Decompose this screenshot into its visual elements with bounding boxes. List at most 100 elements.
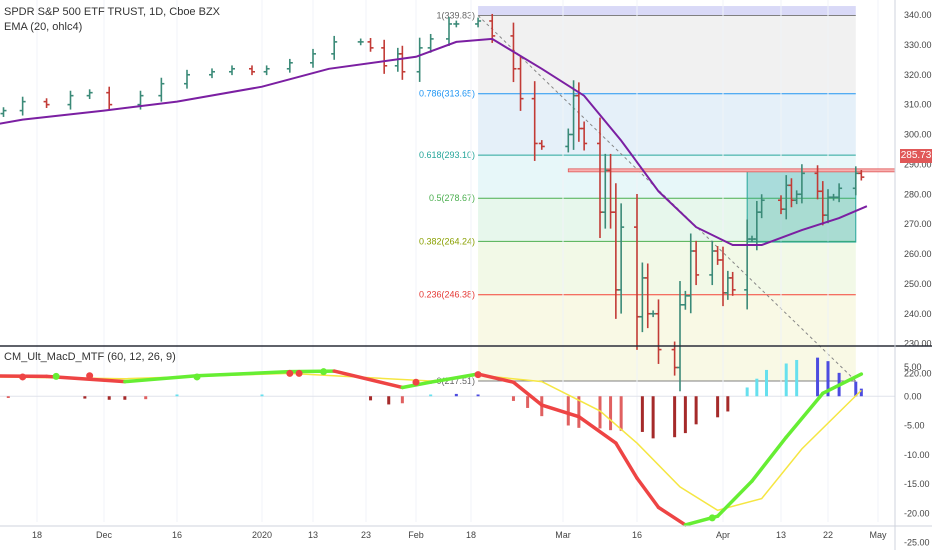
histogram-bar: [123, 396, 127, 400]
histogram-bar: [566, 396, 570, 426]
ohlc-bar: [43, 98, 50, 108]
price-tick-label: 240.00: [904, 309, 932, 319]
macd-line-segment: [577, 414, 618, 445]
date-tick-label: 13: [776, 530, 786, 540]
price-tick-label: 280.00: [904, 189, 932, 199]
histogram-bar: [429, 394, 433, 397]
ohlc-bar: [693, 240, 700, 286]
ohlc-bar: [229, 65, 235, 76]
macd-tick-label: 5.00: [904, 362, 922, 372]
histogram-bar: [854, 381, 858, 397]
ohlc-bar: [357, 38, 364, 46]
ohlc-bar: [538, 140, 545, 150]
ohlc-bar: [798, 164, 805, 204]
price-tick-label: 290.00: [904, 159, 932, 169]
fib-level-label: 0(217.51): [437, 376, 476, 386]
ohlc-bar: [517, 56, 524, 111]
macd-line-segment: [715, 479, 754, 518]
date-tick-label: 18: [32, 530, 42, 540]
crossover-dot: [708, 514, 716, 522]
ohlc-bar: [531, 81, 538, 161]
price-tick-label: 340.00: [904, 10, 932, 20]
crossover-dot: [412, 378, 420, 386]
date-tick-label: 23: [361, 530, 371, 540]
price-tick-label: 250.00: [904, 279, 932, 289]
date-tick-label: 22: [823, 530, 833, 540]
ohlc-bar: [852, 166, 859, 196]
histogram-bar: [683, 396, 687, 434]
macd-tick-label: -20.00: [904, 508, 930, 518]
date-tick-label: 13: [308, 530, 318, 540]
fib-band: [478, 155, 856, 199]
ohlc-bar: [106, 86, 113, 111]
histogram-bar: [726, 396, 730, 412]
ohlc-bar: [263, 65, 270, 76]
histogram-bar: [651, 396, 655, 439]
histogram-bar: [577, 396, 581, 428]
ohlc-bar: [446, 16, 452, 46]
date-tick-label: Feb: [408, 530, 424, 540]
fib-level-label: 0.618(293.10): [419, 150, 475, 160]
histogram-bar: [175, 394, 179, 397]
fib-band: [478, 294, 856, 381]
histogram-bar: [640, 396, 644, 432]
histogram-bar: [755, 378, 759, 397]
ohlc-bar: [475, 17, 482, 28]
price-tick-label: 330.00: [904, 40, 932, 50]
histogram-bar: [816, 357, 820, 397]
macd-legend: CM_Ult_MacD_MTF (60, 12, 26, 9): [4, 351, 176, 363]
resistance-line: [567, 168, 896, 173]
price-tick-label: 300.00: [904, 130, 932, 140]
price-tick-label: 320.00: [904, 70, 932, 80]
ema-polyline: [0, 37, 868, 246]
macd-line-segment: [784, 391, 825, 439]
histogram-bar: [476, 394, 480, 397]
price-grid: [36, 0, 879, 522]
macd-line-segment: [635, 476, 661, 510]
ohlc-bar: [184, 69, 190, 89]
date-tick-label: 16: [172, 530, 182, 540]
histogram-bar: [526, 396, 530, 408]
price-tick-label: 310.00: [904, 100, 932, 110]
ohlc-bar: [836, 183, 843, 203]
macd-tick-label: -25.00: [904, 538, 930, 548]
ohlc-bar: [416, 37, 423, 82]
crossover-dot: [19, 373, 27, 381]
fib-level-label: 0.236(246.38): [419, 290, 475, 300]
histogram-bar: [765, 369, 768, 397]
fib-band: [478, 241, 856, 295]
crossover-dot: [52, 372, 60, 380]
ohlc-bar: [86, 89, 93, 100]
macd-line-segment: [821, 372, 864, 396]
ema-legend: EMA (20, ohlc4): [4, 21, 83, 33]
fib-level-label: 0.786(313.65): [419, 89, 475, 99]
ohlc-series: [0, 13, 865, 392]
ohlc-bar: [331, 35, 338, 60]
crossover-dot: [286, 369, 294, 377]
ohlc-bar: [825, 189, 831, 224]
histogram-bar: [859, 388, 863, 397]
date-tick-label: Mar: [555, 530, 571, 540]
ohlc-bar: [158, 77, 165, 102]
macd-line-segment: [123, 374, 199, 384]
macd-line-segment: [540, 403, 581, 419]
ohlc-bar: [67, 90, 74, 110]
histogram-bar: [511, 396, 515, 401]
ohlc-bar: [427, 33, 434, 53]
crossover-dot: [295, 369, 303, 377]
ohlc-bar: [19, 96, 26, 116]
macd-line-segment: [476, 372, 516, 384]
ohlc-bar: [729, 271, 736, 296]
fib-level-label: 0.5(278.67): [429, 193, 475, 203]
histogram-bar: [598, 396, 602, 429]
ohlc-bar: [286, 58, 293, 73]
histogram-bar: [784, 363, 788, 397]
macd-tick-label: 0.00: [904, 391, 922, 401]
histogram-bar: [619, 396, 623, 431]
histogram-bar: [83, 396, 87, 399]
macd-line-segment: [195, 369, 292, 378]
ohlc-bar: [655, 299, 662, 364]
histogram-bar: [673, 396, 677, 438]
histogram-bar: [107, 396, 111, 400]
